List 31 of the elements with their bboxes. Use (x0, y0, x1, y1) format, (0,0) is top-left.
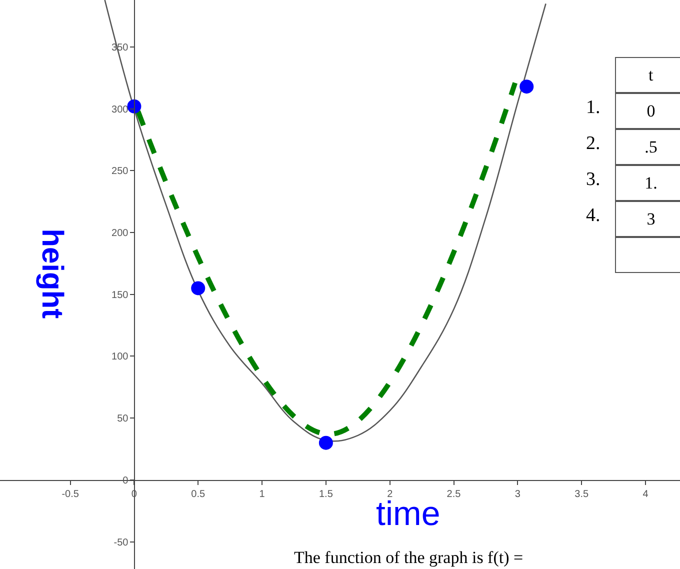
y-tick-label: 200 (112, 228, 129, 240)
x-tick-label: 3 (514, 488, 521, 500)
annotation: 1. (586, 97, 600, 118)
y-tick-label: 250 (112, 166, 129, 178)
annotation: The function of the graph is f(t) = (294, 548, 524, 567)
point (318, 436, 333, 450)
x-tick-label: 4 (642, 488, 649, 500)
annotation: 3. (586, 169, 600, 190)
y-axis-title: height (36, 228, 69, 319)
y-tick-label: 300 (112, 104, 129, 116)
x-tick-label: -0.5 (62, 488, 80, 500)
x-tick-label: 0.5 (191, 488, 206, 500)
annotation: 3 (646, 210, 656, 228)
annotation: t (648, 66, 654, 84)
point (191, 281, 206, 296)
y-tick-label: 150 (112, 290, 129, 301)
annotation: 4. (586, 205, 600, 226)
point (127, 99, 142, 114)
x-tick-label: 1 (259, 488, 266, 500)
annotation: 0 (646, 102, 656, 120)
x-tick-label: 2 (387, 488, 394, 500)
y-tick-label: 100 (112, 352, 129, 363)
annotation: 1. (644, 174, 658, 192)
x-tick-label: 1.5 (318, 488, 334, 500)
x-tick-label: 2.5 (446, 488, 462, 500)
annotation: .5 (644, 138, 658, 156)
y-tick-label: 50 (117, 414, 129, 425)
y-tick-label: -50 (114, 537, 129, 548)
point (520, 80, 534, 94)
annotation: 2. (586, 133, 600, 154)
x-tick-label: 3.5 (574, 488, 589, 500)
